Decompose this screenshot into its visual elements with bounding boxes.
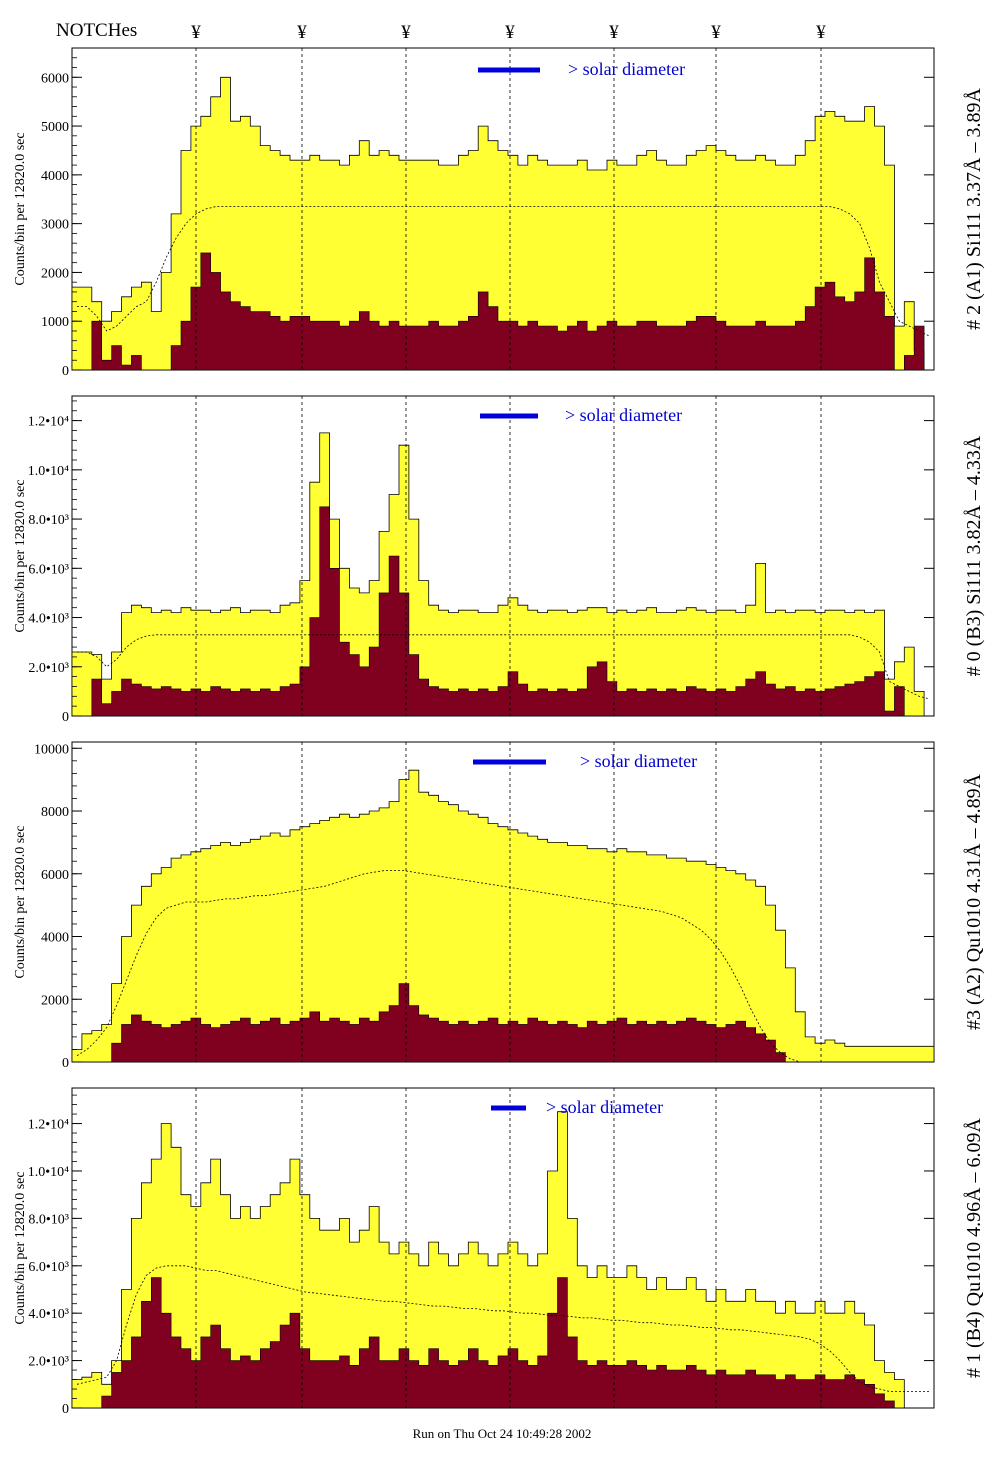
y-tick-label: 0: [62, 364, 69, 379]
series-total-area: [71, 769, 935, 1063]
y-axis-label: Counts/bin per 12820.0 sec: [13, 132, 28, 285]
run-timestamp: Run on Thu Oct 24 10:49:28 2002: [412, 1426, 592, 1441]
notch-marker: ¥: [401, 22, 411, 43]
y-tick-label: 4.0•10³: [28, 612, 69, 627]
y-tick-label: 1.0•10⁴: [28, 464, 69, 479]
y-tick-label: 2.0•10³: [28, 1355, 69, 1370]
series-model-line: [76, 870, 929, 1063]
y-axis-label: Counts/bin per 12820.0 sec: [13, 479, 28, 632]
notch-marker: ¥: [297, 22, 307, 43]
y-tick-label: 4000: [41, 169, 69, 184]
y-tick-label: 6000: [41, 868, 69, 883]
y-tick-label: 8.0•10³: [28, 513, 69, 528]
legend-text: > solar diameter: [565, 405, 682, 425]
y-tick-label: 2000: [41, 266, 69, 281]
y-tick-label: 1000: [41, 315, 69, 330]
y-tick-label: 8.0•10³: [28, 1212, 69, 1227]
chart-panel-0: 0 1000 2000 3000 4000 5000 6000 Counts/bin per …: [13, 47, 985, 379]
channel-label: # 1 (B4) Qu1010 4.96Å – 6.09Å: [963, 1117, 985, 1378]
legend-text: > solar diameter: [580, 751, 697, 771]
y-tick-label: 3000: [41, 218, 69, 233]
legend-text: > solar diameter: [568, 59, 685, 79]
y-axis-label: Counts/bin per 12820.0 sec: [13, 1171, 28, 1324]
y-tick-label: 2.0•10³: [28, 661, 69, 676]
series-low-area: [72, 252, 934, 371]
notch-marker: ¥: [505, 22, 515, 43]
series-total-area: [71, 432, 934, 717]
y-tick-label: 6.0•10³: [28, 562, 69, 577]
channel-label: # 0 (B3) Si111 3.82Å – 4.33Å: [963, 435, 985, 676]
notch-marker: ¥: [711, 22, 721, 43]
notches-label: NOTCHes: [56, 20, 138, 41]
y-tick-label: 10000: [34, 742, 69, 757]
y-tick-label: 2000: [41, 993, 69, 1008]
notch-marker: ¥: [609, 22, 619, 43]
notch-marker: ¥: [191, 22, 201, 43]
y-tick-label: 1.2•10⁴: [28, 415, 69, 430]
y-tick-label: 5000: [41, 120, 69, 135]
channel-label: #3 (A2) Qu1010 4.31Å – 4.89Å: [963, 773, 985, 1030]
series-low-area: [72, 1277, 934, 1409]
y-tick-label: 1.2•10⁴: [28, 1118, 69, 1133]
chart-panel-1: 0 2.0•10³ 4.0•10³ 6.0•10³ 8.0•10³ 1.0•10⁴ 1.2•…: [13, 395, 985, 725]
series-low-area: [72, 983, 934, 1063]
notch-marker: ¥: [816, 22, 826, 43]
series-model-line: [77, 206, 930, 337]
series-low-area: [72, 506, 934, 717]
y-axis-label: Counts/bin per 12820.0 sec: [13, 825, 28, 978]
y-tick-label: 1.0•10⁴: [28, 1165, 69, 1180]
y-tick-label: 4000: [41, 931, 69, 946]
series-model-line: [76, 1265, 929, 1392]
y-tick-label: 0: [62, 1402, 69, 1417]
y-tick-label: 4.0•10³: [28, 1307, 69, 1322]
y-tick-label: 0: [62, 1056, 69, 1071]
y-tick-label: 8000: [41, 805, 69, 820]
channel-label: # 2 (A1) Si111 3.37Å – 3.89Å: [963, 88, 985, 330]
chart-panel-3: 0 2.0•10³ 4.0•10³ 6.0•10³ 8.0•10³ 1.0•10⁴ 1.2•…: [13, 1087, 985, 1417]
legend-text: > solar diameter: [546, 1097, 663, 1117]
y-tick-label: 6.0•10³: [28, 1260, 69, 1275]
series-total-area: [71, 76, 934, 371]
y-tick-label: 0: [62, 710, 69, 725]
y-tick-label: 6000: [41, 71, 69, 86]
chart-panel-2: 0 2000 4000 6000 8000 10000 Counts/bin per 128…: [13, 741, 985, 1071]
